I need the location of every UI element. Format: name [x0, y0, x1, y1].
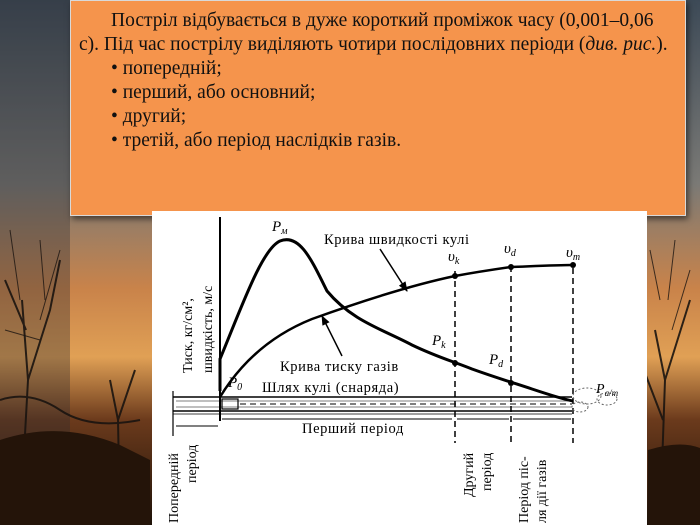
pd-sub: d	[498, 359, 504, 370]
y-axis-label-line1: Тиск, кг/см²,	[181, 298, 196, 373]
vd-point	[508, 264, 514, 270]
pressure-label-arrow	[321, 315, 343, 357]
pam-main: P	[595, 382, 605, 397]
velocity-curve-label: Крива швидкості кулі	[324, 232, 470, 248]
vd-label: υd	[504, 241, 517, 259]
shot-periods-diagram: Тиск, кг/см², швидкість, м/с Крива швидк…	[152, 211, 647, 525]
pm-label: Pм	[271, 219, 288, 237]
pd-point	[508, 380, 514, 386]
pm-main: P	[271, 219, 281, 235]
vm-main: υ	[566, 245, 573, 261]
vk-label: υk	[448, 249, 460, 267]
vm-sub: m	[573, 252, 580, 263]
intro-text-end: ).	[656, 34, 668, 55]
pd-label: Pd	[488, 352, 504, 370]
intro-italic-ref: див. рис.	[585, 34, 657, 55]
vk-sub: k	[455, 256, 460, 267]
bullet-second: • другий;	[111, 106, 187, 127]
p0-sub: 0	[237, 382, 242, 393]
muzzle-gas-puff-icon	[571, 387, 618, 413]
second-period-label-line1: Другий	[462, 452, 477, 497]
intro-text: Постріл відбувається в дуже короткий про…	[79, 10, 654, 55]
slide-text-box: Постріл відбувається в дуже короткий про…	[70, 0, 686, 216]
vd-sub: d	[511, 248, 517, 259]
bullet-in-chamber	[221, 398, 239, 410]
vk-point	[452, 273, 458, 279]
y-axis-label-line2: швидкість, м/с	[201, 286, 216, 373]
gun-barrel	[173, 396, 572, 415]
pam-label: Pa/m	[595, 382, 619, 398]
velocity-label-arrow	[379, 248, 408, 292]
bullet-preliminary: • попередній;	[111, 58, 222, 79]
velocity-curve	[218, 263, 574, 398]
pk-point	[452, 360, 458, 366]
vm-point	[570, 262, 576, 268]
pk-main: P	[431, 333, 441, 349]
bullet-third: • третій, або період наслідків газів.	[111, 130, 402, 151]
vd-main: υ	[504, 241, 511, 257]
third-period-label-line1: Період піс-	[517, 456, 532, 523]
first-period-label: Перший період	[302, 421, 404, 437]
pm-sub: м	[280, 226, 288, 237]
p0-label: P0	[227, 375, 242, 393]
bullet-first: • перший, або основний;	[111, 82, 316, 103]
second-period-label-line2: період	[480, 453, 495, 491]
pressure-curve-label: Крива тиску газів	[280, 359, 399, 375]
path-label: Шлях кулі (снаряда)	[262, 380, 399, 396]
vm-label: υm	[566, 245, 580, 263]
pam-sub: a/m	[605, 388, 619, 398]
pd-main: P	[488, 352, 498, 368]
vk-main: υ	[448, 249, 455, 265]
third-period-label-line2: ля дії газів	[535, 459, 550, 523]
p0-main: P	[227, 375, 237, 391]
pk-sub: k	[441, 340, 446, 351]
pressure-curve	[218, 238, 574, 403]
preliminary-period-label-line1: Попередній	[167, 453, 182, 523]
pk-label: Pk	[431, 333, 446, 351]
intro-paragraph: Постріл відбувається в дуже короткий про…	[79, 9, 675, 57]
preliminary-period-label-line2: період	[185, 445, 200, 483]
